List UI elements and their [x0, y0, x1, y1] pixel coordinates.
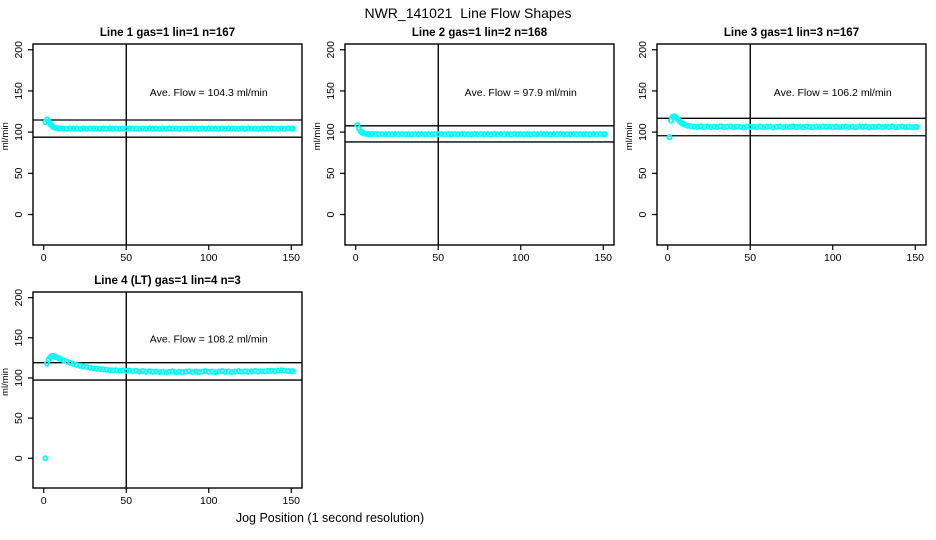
- data-point: [289, 125, 296, 132]
- data-point: [666, 134, 673, 141]
- data-point: [601, 131, 608, 138]
- data-points: [42, 116, 296, 132]
- x-tick-label: 150: [283, 495, 301, 507]
- x-tick-label: 100: [824, 252, 842, 264]
- figure-x-axis-label: Jog Position (1 second resolution): [235, 511, 425, 525]
- plot-box: [32, 291, 303, 489]
- data-point: [289, 368, 296, 375]
- x-tick-label: 100: [200, 252, 218, 264]
- y-axis-unit-label: ml/min: [0, 368, 11, 396]
- y-tick-label: 50: [637, 167, 649, 179]
- y-tick-label: 100: [13, 123, 25, 141]
- x-tick-label: 50: [744, 252, 756, 264]
- panel-title: Line 3 gas=1 lin=3 n=167: [724, 27, 859, 39]
- x-tick-label: 150: [907, 252, 925, 264]
- x-tick-label: 100: [512, 252, 530, 264]
- ave-flow-label: Ave. Flow = 97.9 ml/min: [465, 87, 577, 99]
- y-tick-label: 100: [325, 123, 337, 141]
- x-tick-label: 50: [432, 252, 444, 264]
- figure-title: NWR_141021 Line Flow Shapes: [364, 5, 572, 21]
- ave-flow-label: Ave. Flow = 108.2 ml/min: [150, 334, 268, 346]
- x-tick-label: 0: [353, 252, 359, 264]
- panel-title: Line 1 gas=1 lin=1 n=167: [100, 27, 235, 39]
- panel-line-2: Line 2 gas=1 lin=2 n=168 0 50 100 150 0 50 100 1…: [312, 27, 615, 264]
- y-tick-label: 0: [637, 211, 649, 217]
- data-points: [666, 113, 920, 141]
- y-tick-label: 100: [637, 123, 649, 141]
- x-tick-label: 50: [120, 252, 132, 264]
- x-tick-label: 0: [41, 495, 47, 507]
- y-tick-label: 150: [13, 329, 25, 347]
- plot-box: [344, 43, 615, 246]
- x-tick-label: 100: [200, 495, 218, 507]
- y-tick-label: 200: [13, 41, 25, 59]
- data-points: [42, 352, 296, 462]
- y-tick-label: 200: [325, 41, 337, 59]
- y-tick-label: 150: [637, 82, 649, 100]
- y-tick-label: 0: [325, 211, 337, 217]
- plot-box: [32, 43, 303, 246]
- data-points: [354, 122, 608, 138]
- y-tick-label: 0: [13, 211, 25, 217]
- x-tick-label: 0: [41, 252, 47, 264]
- x-tick-label: 150: [595, 252, 613, 264]
- x-tick-label: 0: [665, 252, 671, 264]
- y-tick-label: 200: [637, 41, 649, 59]
- x-tick-label: 50: [120, 495, 132, 507]
- panel-line-1: Line 1 gas=1 lin=1 n=167 0 50 100 150 0 50 100 1…: [0, 27, 303, 264]
- y-tick-label: 50: [325, 167, 337, 179]
- y-axis-unit-label: ml/min: [0, 122, 11, 150]
- y-axis-unit-label: ml/min: [624, 122, 635, 150]
- y-tick-label: 50: [13, 167, 25, 179]
- y-tick-label: 150: [325, 82, 337, 100]
- panel-line-4: Line 4 (LT) gas=1 lin=4 n=3 0 50 100 150 0 50 1…: [0, 275, 303, 507]
- data-point: [42, 455, 49, 462]
- y-tick-label: 200: [13, 289, 25, 307]
- y-tick-label: 50: [13, 412, 25, 424]
- panel-title: Line 4 (LT) gas=1 lin=4 n=3: [94, 275, 240, 287]
- panel-title: Line 2 gas=1 lin=2 n=168: [412, 27, 548, 39]
- y-tick-label: 0: [13, 455, 25, 461]
- data-point: [913, 123, 920, 130]
- y-axis-unit-label: ml/min: [312, 122, 323, 150]
- x-tick-label: 150: [283, 252, 301, 264]
- plot-box: [656, 43, 927, 246]
- ave-flow-label: Ave. Flow = 104.3 ml/min: [150, 87, 268, 99]
- ave-flow-label: Ave. Flow = 106.2 ml/min: [774, 87, 892, 99]
- panel-line-3: Line 3 gas=1 lin=3 n=167 0 50 100 150 0 50 100 1…: [624, 27, 927, 264]
- y-tick-label: 100: [13, 369, 25, 387]
- y-tick-label: 150: [13, 82, 25, 100]
